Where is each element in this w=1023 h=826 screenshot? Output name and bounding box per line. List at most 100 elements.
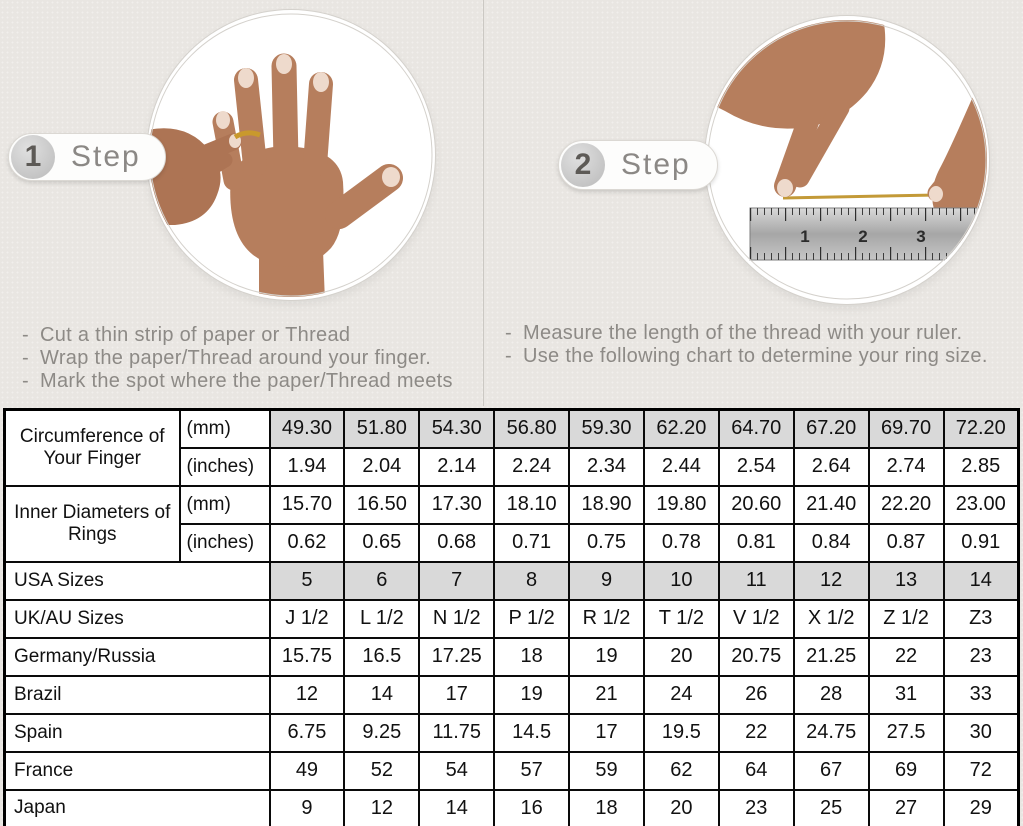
size-value: 20.75 [717, 636, 795, 677]
step2-badge: 2 Step [558, 140, 718, 190]
row-group-label: Inner Diameters of Rings [3, 484, 181, 563]
instruction-line: - Cut a thin strip of paper or Thread [22, 324, 351, 346]
size-value: 17.30 [418, 484, 496, 525]
size-value: 12 [792, 560, 870, 601]
size-value: 18.90 [568, 484, 645, 525]
size-value: 19 [568, 636, 645, 677]
ruler: 1 2 3 [749, 207, 987, 261]
size-value: R 1/2 [568, 598, 645, 639]
size-value: 16.5 [343, 636, 421, 677]
size-value: 57 [493, 750, 571, 791]
step2-ruler-photo: 1 2 3 [705, 16, 989, 304]
size-value: J 1/2 [268, 598, 346, 639]
size-value: 31 [867, 674, 945, 715]
size-value: 16.50 [343, 484, 421, 525]
size-value: 22.20 [867, 484, 945, 525]
table-row: UK/AU Sizes J 1/2 L 1/2 N 1/2 P 1/2 R 1/2 T 1/… [3, 598, 1020, 639]
size-value: 15.75 [268, 636, 346, 677]
size-value: 18.10 [493, 484, 571, 525]
size-value: 7 [418, 560, 496, 601]
size-value: 22 [717, 712, 795, 753]
step1-badge: 1 Step [8, 133, 166, 181]
size-value: 11 [717, 560, 795, 601]
size-value: X 1/2 [792, 598, 870, 639]
size-value: 0.81 [717, 522, 795, 563]
size-value: 0.71 [493, 522, 571, 563]
row-unit-label: (inches) [178, 522, 271, 563]
size-value: 14.5 [493, 712, 571, 753]
row-label: Germany/Russia [3, 636, 271, 677]
step2-instructions: - Measure the length of the thread with y… [505, 322, 988, 368]
size-value: 20 [642, 636, 720, 677]
instruction-line: - Use the following chart to determine yo… [505, 345, 988, 367]
size-value: 72 [942, 750, 1020, 791]
size-value: Z 1/2 [867, 598, 945, 639]
size-value: 54 [418, 750, 496, 791]
size-value: 5 [268, 560, 346, 601]
size-value: 0.84 [792, 522, 870, 563]
size-value: 12 [268, 674, 346, 715]
step1-number: 1 [11, 135, 55, 179]
instruction-line: - Wrap the paper/Thread around your finge… [22, 347, 432, 369]
row-unit-label: (mm) [178, 484, 271, 525]
size-value: 56.80 [493, 408, 571, 449]
step2-label: Step [621, 148, 691, 181]
size-value: 28 [792, 674, 870, 715]
size-value: 18 [493, 636, 571, 677]
size-value: 14 [343, 674, 421, 715]
table-row: (inches) 1.94 2.04 2.14 2.24 2.34 2.44 2.54 2.64… [5, 446, 1020, 487]
size-value: 59.30 [568, 408, 645, 449]
size-value: 13 [867, 560, 945, 601]
size-value: 17 [568, 712, 645, 753]
instruction-line: - Mark the spot where the paper/Thread me… [22, 370, 453, 392]
size-value: 2.14 [418, 446, 496, 487]
size-value: 64.70 [717, 408, 795, 449]
size-value: 67.20 [792, 408, 870, 449]
size-value: 72.20 [942, 408, 1020, 449]
table-row: Japan 9 12 14 16 18 20 23 25 27 29 [3, 788, 1020, 826]
size-value: 0.87 [867, 522, 945, 563]
size-value: 9 [268, 788, 346, 826]
table-row: France 49 52 54 57 59 62 64 67 69 72 [3, 750, 1020, 791]
row-unit-label: (inches) [178, 446, 271, 487]
size-value: 17.25 [418, 636, 496, 677]
size-value: 14 [942, 560, 1020, 601]
size-value: T 1/2 [642, 598, 720, 639]
size-value: 6.75 [268, 712, 346, 753]
size-value: 2.44 [642, 446, 720, 487]
row-label: Spain [3, 712, 271, 753]
size-value: 20 [642, 788, 720, 826]
size-value: 19.5 [642, 712, 720, 753]
size-value: Z3 [942, 598, 1020, 639]
size-value: 29 [942, 788, 1020, 826]
size-value: 59 [568, 750, 645, 791]
size-value: 26 [717, 674, 795, 715]
size-value: 64 [717, 750, 795, 791]
size-value: 67 [792, 750, 870, 791]
size-value: 33 [942, 674, 1020, 715]
size-value: 20.60 [717, 484, 795, 525]
row-unit-label: (mm) [178, 408, 271, 449]
ruler-number: 3 [916, 227, 925, 246]
size-value: 0.65 [343, 522, 421, 563]
size-value: 0.75 [568, 522, 645, 563]
size-value: 19.80 [642, 484, 720, 525]
row-label: USA Sizes [3, 560, 271, 601]
step1-instructions: - Cut a thin strip of paper or Thread - Wr… [22, 324, 453, 393]
size-value: 27.5 [867, 712, 945, 753]
size-value: 23.00 [942, 484, 1020, 525]
size-value: 14 [418, 788, 496, 826]
table-row: USA Sizes 5 6 7 8 9 10 11 12 13 14 [3, 560, 1020, 601]
size-value: 2.85 [942, 446, 1020, 487]
ruler-number: 1 [800, 227, 809, 246]
size-value: 69 [867, 750, 945, 791]
table-row: (inches) 0.62 0.65 0.68 0.71 0.75 0.78 0.81 0.84… [5, 522, 1020, 563]
step2-number: 2 [561, 143, 605, 187]
size-value: 24 [642, 674, 720, 715]
size-value: N 1/2 [418, 598, 496, 639]
step1-label: Step [71, 140, 141, 173]
ring-size-table: Circumference of Your Finger (mm) 49.30 51.… [3, 408, 1020, 826]
row-label: Japan [3, 788, 271, 826]
row-label: UK/AU Sizes [3, 598, 271, 639]
